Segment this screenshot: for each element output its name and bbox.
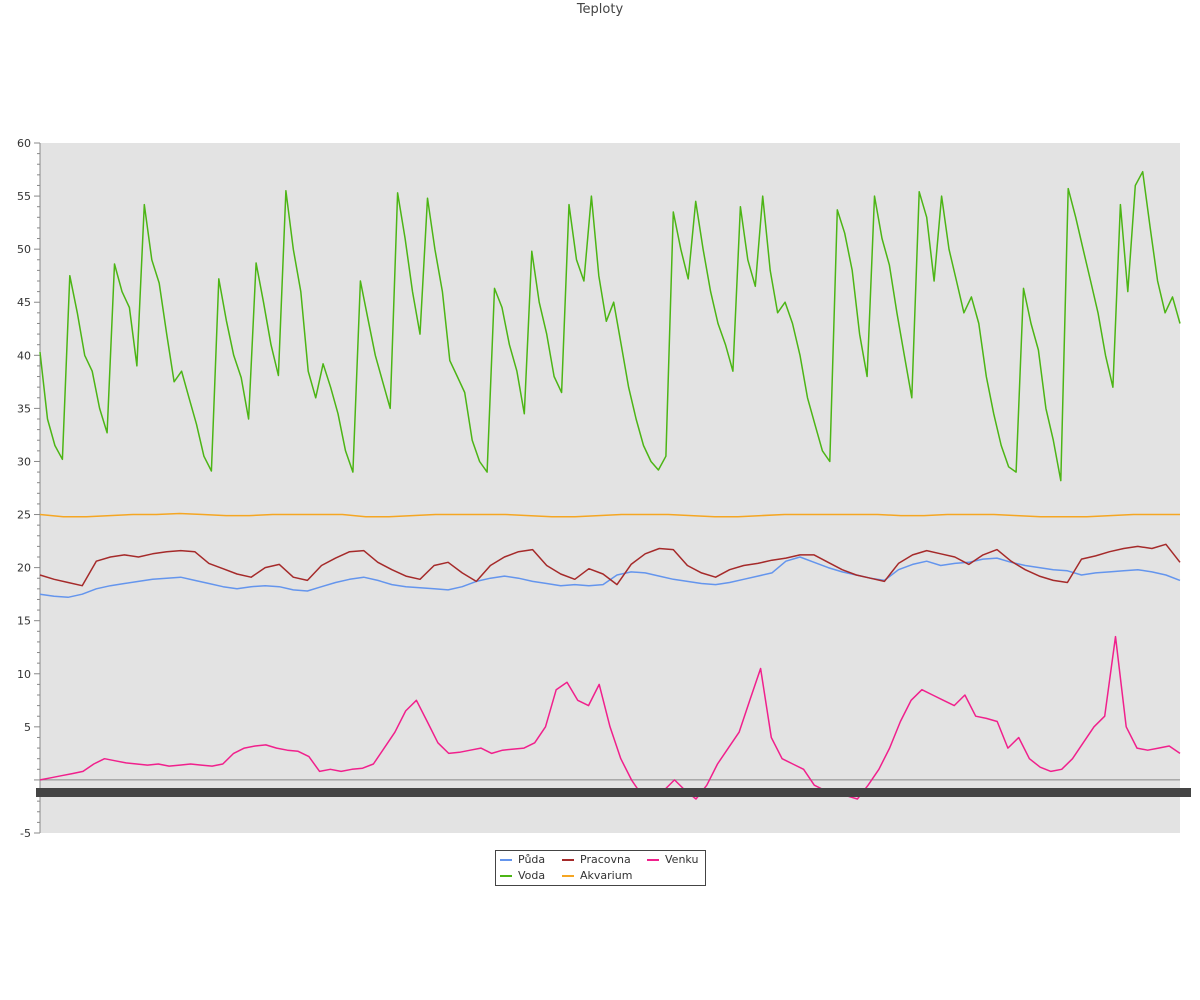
y-tick-label: 60 [17, 137, 31, 150]
legend-swatch-pracovna [562, 858, 574, 861]
legend-label-voda: Voda [518, 869, 546, 882]
legend-item-voda: Voda [500, 869, 545, 882]
y-tick-label: 45 [17, 296, 31, 309]
series-line-voda [39, 170, 1181, 482]
series-line-akvarium [39, 512, 1180, 518]
legend-item-puda: Půda [500, 853, 545, 866]
legend-swatch-puda [500, 858, 512, 861]
legend-swatch-voda [500, 874, 512, 877]
legend-label-akvarium: Akvarium [580, 869, 633, 882]
y-tick-label: 10 [17, 668, 31, 681]
legend-item-pracovna: Pracovna [562, 853, 631, 866]
x-axis-labels-band [36, 788, 1191, 797]
y-tick-label: 40 [17, 349, 31, 362]
y-tick-label: 50 [17, 243, 31, 256]
series-line-pracovna [39, 543, 1181, 587]
legend-item-venku: Venku [647, 853, 698, 866]
legend-label-pracovna: Pracovna [580, 853, 631, 866]
series-line-venku [39, 635, 1181, 800]
y-tick-label: 25 [17, 509, 31, 522]
legend-item-akvarium: Akvarium [562, 869, 632, 882]
y-tick-label: -5 [20, 827, 31, 840]
y-tick-label: 35 [17, 402, 31, 415]
chart-title: Teploty [576, 2, 624, 17]
legend-swatch-venku [647, 858, 659, 861]
y-tick-label: 55 [17, 190, 31, 203]
legend-swatch-akvarium [562, 874, 574, 877]
y-tick-label: 20 [17, 562, 31, 575]
legend: Půda Pracovna Venku Voda Akvarium [495, 850, 706, 886]
y-ticks: -5 5 10 15 20 25 30 35 40 45 50 55 60 [17, 137, 40, 840]
series-layer [39, 170, 1181, 800]
y-tick-label: 15 [17, 615, 31, 628]
plot-area [40, 143, 1180, 833]
y-tick-label: 5 [24, 721, 31, 734]
legend-label-venku: Venku [665, 853, 699, 866]
legend-label-puda: Půda [518, 853, 546, 866]
y-tick-label: 30 [17, 455, 31, 468]
